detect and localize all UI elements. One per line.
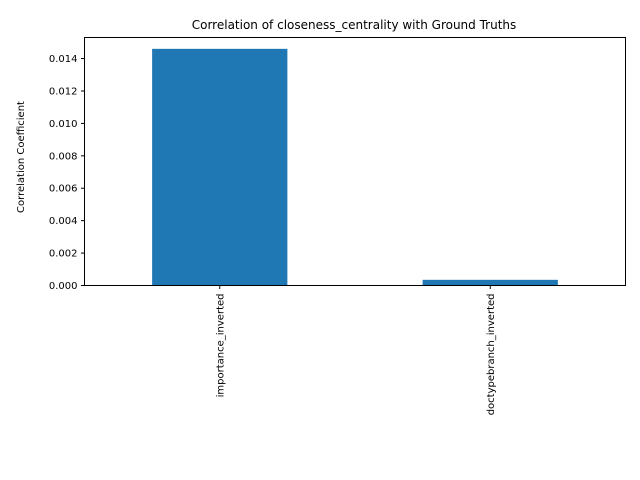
bar-importance_inverted [152,48,288,286]
bars-group [152,48,558,286]
y-tick-label: 0.010 [49,119,78,130]
y-tick-label: 0.004 [49,216,78,227]
chart-title: Correlation of closeness_centrality with… [192,18,517,32]
y-tick-label: 0.012 [49,86,78,97]
x-tick-label: importance_inverted [215,294,226,398]
x-axis-ticks: importance_inverted doctypebranch_inverte… [215,285,497,416]
y-tick-label: 0.008 [49,151,78,162]
plot-frame [84,37,626,286]
bar-doctypebranch_inverted [422,279,558,286]
y-axis-ticks: 0.000 0.002 0.004 0.006 0.008 0.010 0.012 0.014 [49,54,85,292]
y-tick-label: 0.000 [49,281,78,292]
x-tick-label: doctypebranch_inverted [486,294,497,416]
y-axis-label: Correlation Coefficient [16,101,27,213]
y-tick-label: 0.002 [49,249,78,260]
y-tick-label: 0.006 [49,184,78,195]
y-tick-label: 0.014 [49,54,78,65]
